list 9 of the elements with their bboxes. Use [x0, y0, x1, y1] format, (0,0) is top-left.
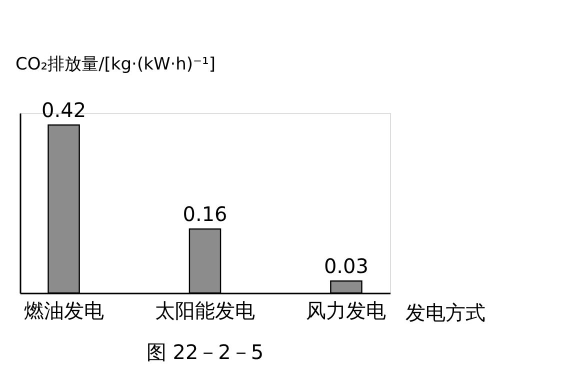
data-label: 0.16 — [182, 202, 228, 226]
x-tick-label: 太阳能发电 — [155, 298, 255, 322]
caption: 图 22－2－5 — [146, 340, 264, 364]
x-tick-label: 风力发电 — [306, 298, 386, 322]
x-tick-label: 燃油发电 — [24, 298, 104, 322]
y-axis-title: CO₂排放量/[kg·(kW·h)⁻¹] — [16, 54, 216, 74]
x-axis-title: 发电方式 — [406, 300, 486, 324]
data-label: 0.03 — [324, 254, 368, 278]
data-label: 0.42 — [42, 98, 86, 122]
